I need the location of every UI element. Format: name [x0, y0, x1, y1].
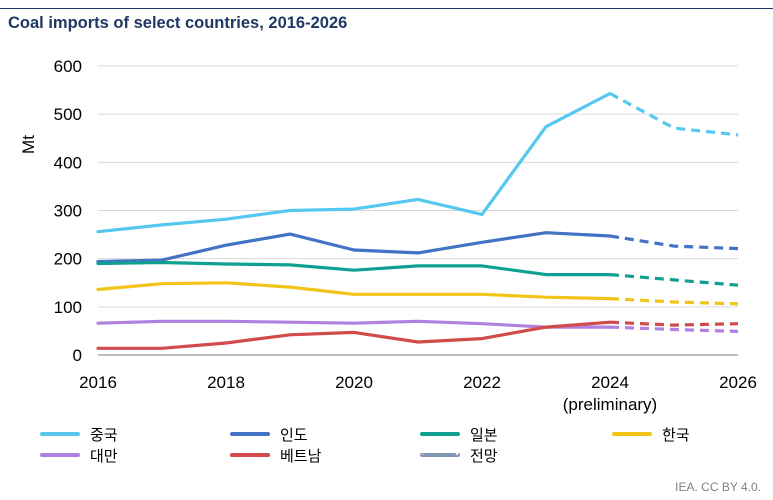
- legend-item: 한국: [612, 423, 690, 445]
- x-tick-label: 2026: [719, 373, 757, 392]
- series-line-4: [96, 319, 612, 329]
- legend-swatch: [230, 432, 270, 436]
- x-tick-label: 2024: [591, 373, 629, 392]
- grid-lines: [98, 65, 738, 356]
- legend-swatch: [230, 453, 270, 457]
- y-tick-label: 400: [54, 153, 82, 172]
- y-axis-ticks: 0 100 200 300 400 500 600: [54, 57, 82, 365]
- x-tick-label: 2020: [335, 373, 373, 392]
- legend-swatch: [612, 432, 652, 436]
- legend-item: 일본: [420, 423, 498, 445]
- y-tick-label: 300: [54, 202, 82, 221]
- legend-item: 전망: [420, 444, 498, 466]
- x-tick-label: 2022: [463, 373, 501, 392]
- top-rule: [0, 8, 773, 9]
- x-tick-sublabel: (preliminary): [563, 395, 657, 414]
- legend-swatch: [420, 453, 460, 457]
- legend-item: 인도: [230, 423, 308, 445]
- legend-label: 전망: [470, 446, 498, 465]
- series-forecast-line-4: [609, 325, 739, 333]
- series-line-3: [96, 281, 612, 301]
- legend-label: 일본: [470, 425, 498, 444]
- y-tick-label: 0: [73, 346, 82, 365]
- chart-title: Coal imports of select countries, 2016-2…: [8, 14, 348, 32]
- y-tick-label: 200: [54, 250, 82, 269]
- x-tick-label: 2016: [79, 373, 117, 392]
- y-axis-label: Mt: [19, 135, 38, 154]
- y-tick-label: 500: [54, 105, 82, 124]
- legend-swatch: [40, 453, 80, 457]
- series-forecast-line-2: [609, 273, 739, 287]
- legend-label: 인도: [280, 425, 308, 444]
- y-tick-label: 600: [54, 57, 82, 76]
- legend-item: 대만: [40, 444, 118, 466]
- legend-label: 한국: [662, 425, 690, 444]
- series-forecast-line-1: [609, 234, 739, 251]
- series-forecast-line-5: [609, 320, 739, 327]
- series-line-2: [96, 260, 612, 277]
- series-line-5: [96, 320, 612, 350]
- legend-item: 중국: [40, 423, 118, 445]
- series-line-1: [96, 231, 612, 264]
- legend-label: 베트남: [280, 446, 322, 465]
- legend-label: 대만: [90, 446, 118, 465]
- legend-item: 베트남: [230, 444, 321, 466]
- series-forecast-line-3: [609, 297, 739, 306]
- y-tick-label: 100: [54, 298, 82, 317]
- series-line-0: [96, 91, 612, 234]
- series-lines: [96, 91, 739, 350]
- legend-label: 중국: [90, 425, 118, 444]
- x-axis-ticks: 2016 2018 2020 2022 2024 2026 (preliminary): [79, 373, 757, 414]
- x-tick-label: 2018: [207, 373, 245, 392]
- legend-swatch: [40, 432, 80, 436]
- credit-text: IEA. CC BY 4.0.: [675, 480, 761, 494]
- legend-swatch: [420, 432, 460, 436]
